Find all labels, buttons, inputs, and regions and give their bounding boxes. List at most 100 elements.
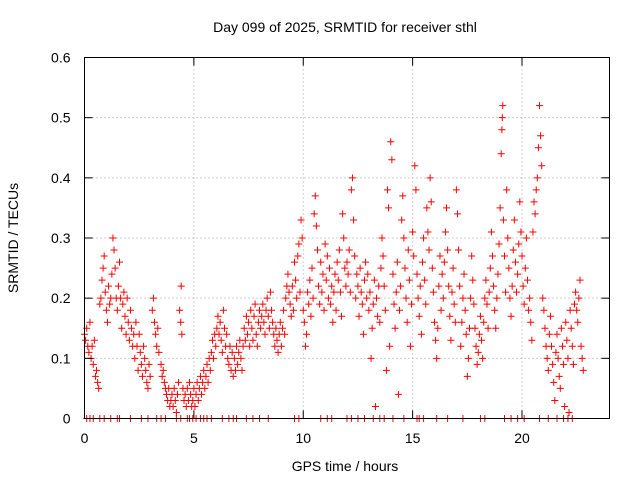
data-point (374, 312, 382, 320)
data-point (463, 372, 471, 380)
data-point (438, 270, 446, 278)
data-point (207, 348, 215, 356)
data-point (170, 384, 178, 392)
data-point (451, 318, 459, 326)
data-point (548, 342, 556, 350)
data-point (293, 294, 301, 302)
data-point (307, 312, 315, 320)
data-point (552, 348, 560, 356)
data-point (575, 294, 583, 302)
data-point (461, 306, 469, 314)
data-point (252, 330, 260, 338)
data-point (470, 300, 478, 308)
data-point (529, 228, 537, 236)
data-point (309, 294, 317, 302)
data-point (367, 354, 375, 362)
data-point (212, 342, 220, 350)
data-point (457, 342, 465, 350)
data-point (447, 336, 455, 344)
y-tick-label: 0.3 (51, 230, 71, 246)
data-point (507, 312, 515, 320)
data-point (569, 360, 577, 368)
data-point (90, 336, 98, 344)
data-point (555, 372, 563, 380)
data-point (305, 300, 313, 308)
data-point (573, 306, 581, 314)
data-point (562, 318, 570, 326)
data-point (263, 294, 271, 302)
data-point (351, 252, 359, 260)
data-point (191, 402, 199, 410)
data-point (433, 354, 441, 362)
data-point (358, 300, 366, 308)
data-point (338, 312, 346, 320)
data-point (538, 162, 546, 170)
data-point (260, 318, 268, 326)
data-point (515, 240, 523, 248)
data-point (332, 306, 340, 314)
data-point (554, 354, 562, 362)
data-point (151, 318, 158, 326)
data-point (97, 294, 105, 302)
data-point (106, 300, 114, 308)
data-point (137, 360, 145, 368)
data-point (363, 294, 371, 302)
x-tick-label: 0 (81, 430, 89, 446)
data-point (306, 276, 314, 284)
data-point (460, 270, 468, 278)
data-point (485, 288, 493, 296)
data-point (400, 234, 408, 242)
data-point (409, 228, 417, 236)
data-point (311, 192, 319, 200)
data-point (452, 186, 460, 194)
data-point (235, 348, 243, 356)
data-point (353, 270, 361, 278)
data-point (176, 306, 184, 314)
data-point (214, 312, 222, 320)
x-axis-label: GPS time / hours (292, 458, 399, 474)
data-point (563, 336, 571, 344)
data-point (406, 342, 414, 350)
data-point (116, 258, 123, 266)
data-point (558, 342, 566, 350)
data-point (296, 288, 304, 296)
data-point (356, 264, 364, 272)
data-point (177, 282, 185, 290)
data-point (122, 330, 130, 338)
data-point (320, 306, 328, 314)
data-point (377, 264, 385, 272)
data-point (173, 390, 181, 398)
data-point (261, 330, 269, 338)
data-point (464, 354, 472, 362)
data-point (285, 288, 293, 296)
data-point (493, 294, 501, 302)
data-point (202, 372, 210, 380)
data-point (366, 288, 374, 296)
data-point (257, 324, 265, 332)
data-point (145, 360, 153, 368)
data-point (258, 312, 266, 320)
data-point (523, 276, 531, 284)
data-point (467, 294, 475, 302)
data-point (268, 306, 276, 314)
data-point (91, 372, 99, 380)
data-point (141, 354, 149, 362)
data-point (133, 342, 141, 350)
data-point (527, 318, 535, 326)
data-point (322, 276, 330, 284)
data-point (574, 318, 582, 326)
data-point (381, 306, 389, 314)
data-point (468, 252, 476, 260)
data-point (499, 102, 507, 110)
data-point (304, 288, 312, 296)
data-point (248, 324, 256, 332)
data-point (242, 312, 250, 320)
data-point (511, 258, 519, 266)
data-point (215, 330, 223, 338)
data-point (312, 222, 320, 230)
data-point (492, 324, 500, 332)
data-point (414, 294, 422, 302)
data-point (82, 336, 90, 344)
data-point (328, 282, 336, 290)
data-point (280, 306, 288, 314)
